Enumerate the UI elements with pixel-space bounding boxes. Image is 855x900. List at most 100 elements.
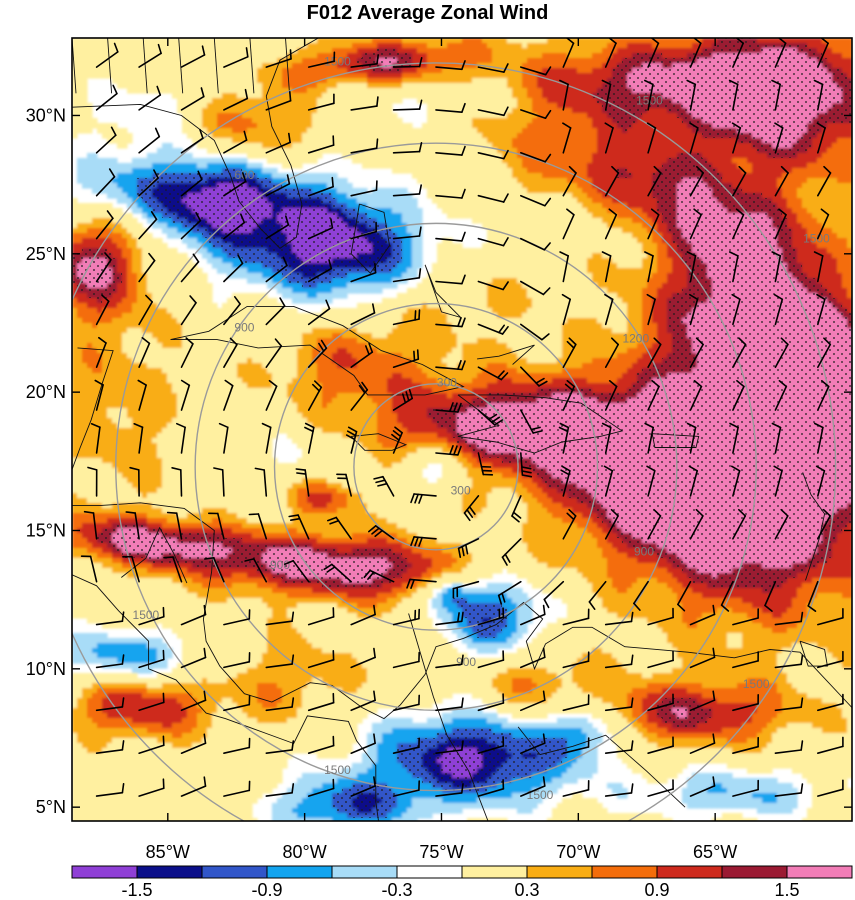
wind-barb [223,130,248,154]
wind-barb [95,42,119,68]
wind-barb [392,737,421,755]
wind-barb [816,293,826,326]
wind-barb [435,102,466,113]
wind-barb [307,176,334,197]
state-border [285,38,290,94]
wind-barb [647,379,660,411]
wind-barb [307,339,328,369]
wind-barb [732,779,760,797]
wind-barb [350,262,377,283]
wind-barb [138,606,165,626]
wind-barb [95,252,112,283]
wind-barb [95,84,118,111]
wind-barb [180,212,202,240]
wind-barb [410,536,437,547]
wind-barb [138,649,165,669]
wind-barb [773,293,784,326]
wind-barb [689,733,716,755]
lon-tick-label: 75°W [419,842,463,862]
wind-barb [435,60,466,71]
wind-barb [774,508,789,540]
wind-barb [774,379,788,411]
wind-barb [816,693,844,712]
wind-barb [732,165,747,197]
wind-barb [643,79,654,111]
wind-barb [94,379,104,411]
wind-barb [604,379,618,411]
wind-barb [208,512,225,540]
wind-barb [729,422,739,454]
wind-barb [307,51,336,68]
coastline-1 [170,305,465,396]
wind-barb [265,215,290,240]
wind-barb [180,379,191,411]
ring-label: 1500 [133,608,160,622]
wind-barb [248,513,268,540]
wind-barb [223,213,246,240]
wind-barb [435,611,464,626]
coastline-8 [121,526,188,584]
wind-barb [771,79,782,111]
wind-barb [138,85,162,111]
wind-barb [688,293,699,326]
wind-barb [180,45,206,68]
colorbar-swatch [331,865,398,879]
wind-barb [307,93,335,111]
wind-barb [511,495,522,523]
wind-barb [816,779,844,797]
wind-barb [350,776,376,797]
lat-tick-label: 25°N [26,244,66,264]
wind-barb [689,508,704,540]
state-border [249,38,255,94]
wind-barb [392,608,421,626]
wind-barb [519,109,552,119]
wind-barb [477,280,509,291]
wind-barb [689,690,716,712]
wind-barb [223,737,251,755]
wind-barb [307,218,334,240]
coastline-11 [799,640,828,667]
wind-barb [558,422,570,454]
state-border [178,38,184,94]
wind-barb [166,511,183,540]
wind-barb [392,694,421,712]
wind-barb [254,467,268,497]
wind-barb [686,251,697,283]
wind-barb [689,208,702,240]
wind-barb [689,165,705,197]
coastline-5 [72,347,114,470]
wind-barb [562,608,590,626]
wind-barb [180,170,203,197]
wind-barb [647,607,674,626]
wind-barb [180,253,200,283]
wind-barb [731,122,742,154]
wind-barb [138,735,165,755]
wind-barb [163,556,183,583]
wind-barb [307,135,335,154]
wind-barb [223,651,251,669]
ring-label: 1500 [743,677,770,691]
wind-barb [813,422,824,454]
wind-barb [644,251,654,283]
wind-barb [367,525,395,540]
wind-barb [816,650,844,669]
wind-barb [223,88,249,111]
wind-barb [350,733,376,755]
wind-barb [689,604,716,626]
wind-barb [815,465,826,497]
ring-label: 900 [456,655,476,669]
colorbar-swatch [201,865,268,879]
wind-barb [774,337,789,369]
wind-barb [304,422,315,454]
wind-barb [497,580,522,605]
wind-barb [392,142,423,154]
map-title: F012 Average Zonal Wind [0,0,855,26]
wind-barb [435,654,464,669]
lon-tick-label: 85°W [146,842,190,862]
wind-barb [604,654,634,669]
wind-barb [477,693,505,712]
wind-barb [477,778,505,797]
wind-barb [774,611,804,626]
wind-barb [601,79,612,111]
